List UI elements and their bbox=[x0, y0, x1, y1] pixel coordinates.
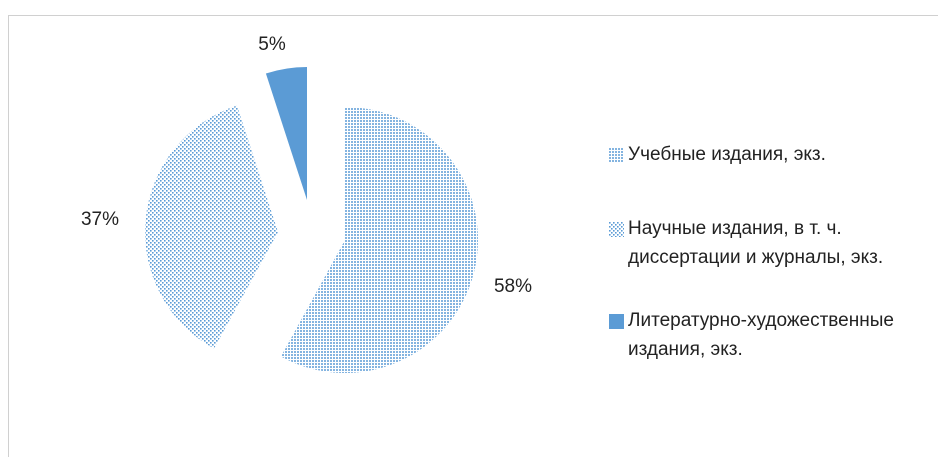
data-label: 5% bbox=[258, 34, 286, 55]
swatch-fill bbox=[609, 148, 624, 163]
legend-label: Учебные издания, экз. bbox=[628, 144, 826, 165]
legend-swatch bbox=[609, 314, 624, 329]
legend-label: Научные издания, в т. ч. диссертации и ж… bbox=[628, 218, 884, 268]
legend-swatch bbox=[609, 222, 624, 237]
pie-slice bbox=[280, 107, 478, 373]
pie-slice bbox=[144, 105, 278, 349]
data-label: 58% bbox=[494, 276, 532, 297]
legend-label: Литературно-художественные издания, экз. bbox=[628, 310, 894, 360]
swatch-fill bbox=[609, 222, 624, 237]
data-label: 37% bbox=[81, 209, 119, 230]
chart-border bbox=[8, 15, 938, 457]
legend-swatch bbox=[609, 148, 624, 163]
pie-slice bbox=[265, 67, 307, 200]
